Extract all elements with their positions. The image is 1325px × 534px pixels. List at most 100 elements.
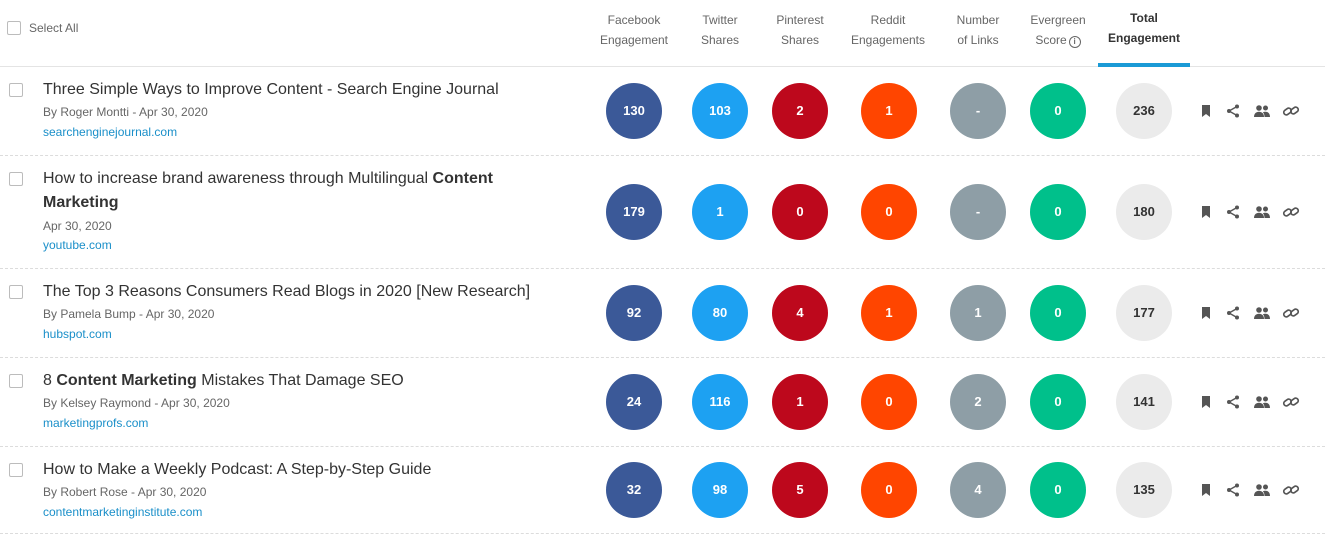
article-domain-link[interactable]: contentmarketinginstitute.com bbox=[43, 505, 203, 519]
evergreen-score-badge: 0 bbox=[1030, 284, 1086, 341]
row-checkbox[interactable] bbox=[9, 172, 23, 186]
evergreen-score-badge: 0 bbox=[1030, 461, 1086, 518]
row-checkbox[interactable] bbox=[9, 285, 23, 299]
number-of-links-badge[interactable]: 2 bbox=[950, 373, 1006, 430]
title-keyword: Content Marketing bbox=[43, 170, 493, 211]
article-meta: By Robert Rose - Apr 30, 2020 bbox=[43, 485, 207, 499]
article-domain-link[interactable]: hubspot.com bbox=[43, 327, 112, 341]
bookmark-icon[interactable] bbox=[1198, 305, 1214, 321]
article-title[interactable]: Three Simple Ways to Improve Content - S… bbox=[43, 78, 563, 102]
facebook-engagement-badge: 32 bbox=[606, 461, 662, 518]
link-icon[interactable] bbox=[1282, 394, 1300, 410]
article-title[interactable]: How to Make a Weekly Podcast: A Step-by-… bbox=[43, 458, 563, 482]
column-twitter-shares[interactable]: Twitter Shares bbox=[700, 13, 740, 47]
result-row: How to Make a Weekly Podcast: A Step-by-… bbox=[0, 446, 1325, 534]
users-icon[interactable] bbox=[1253, 103, 1270, 119]
pinterest-shares-badge: 5 bbox=[772, 461, 828, 518]
select-all-checkbox[interactable] bbox=[7, 21, 21, 35]
title-text: How to increase brand awareness through … bbox=[43, 170, 433, 187]
total-engagement-badge[interactable]: 236 bbox=[1116, 82, 1172, 139]
select-all-label[interactable]: Select All bbox=[29, 21, 79, 35]
users-icon[interactable] bbox=[1253, 204, 1270, 220]
title-text: How to Make a Weekly Podcast: A Step-by-… bbox=[43, 461, 432, 478]
pinterest-shares-badge: 2 bbox=[772, 82, 828, 139]
title-text-suffix: Mistakes That Damage SEO bbox=[196, 372, 404, 389]
article-meta: By Roger Montti - Apr 30, 2020 bbox=[43, 105, 208, 119]
users-icon[interactable] bbox=[1253, 482, 1270, 498]
total-engagement-badge[interactable]: 141 bbox=[1116, 373, 1172, 430]
total-engagement-badge[interactable]: 177 bbox=[1116, 284, 1172, 341]
number-of-links-badge[interactable]: - bbox=[950, 82, 1006, 139]
facebook-engagement-badge: 179 bbox=[606, 183, 662, 240]
article-meta: By Pamela Bump - Apr 30, 2020 bbox=[43, 307, 215, 321]
bookmark-icon[interactable] bbox=[1198, 204, 1214, 220]
share-icon[interactable] bbox=[1225, 204, 1241, 220]
pinterest-shares-badge: 0 bbox=[772, 183, 828, 240]
facebook-engagement-badge: 130 bbox=[606, 82, 662, 139]
article-title[interactable]: 8 Content Marketing Mistakes That Damage… bbox=[43, 369, 563, 393]
reddit-engagements-badge: 0 bbox=[861, 461, 917, 518]
info-icon[interactable]: i bbox=[1068, 36, 1081, 48]
total-engagement-badge[interactable]: 180 bbox=[1116, 183, 1172, 240]
row-checkbox[interactable] bbox=[9, 463, 23, 477]
users-icon[interactable] bbox=[1253, 305, 1270, 321]
twitter-shares-badge: 80 bbox=[692, 284, 748, 341]
bookmark-icon[interactable] bbox=[1198, 482, 1214, 498]
result-row: How to increase brand awareness through … bbox=[0, 155, 1325, 269]
reddit-engagements-badge: 0 bbox=[861, 183, 917, 240]
facebook-engagement-badge: 24 bbox=[606, 373, 662, 430]
link-icon[interactable] bbox=[1282, 204, 1300, 220]
column-facebook-engagement[interactable]: Facebook Engagement bbox=[599, 13, 669, 47]
reddit-engagements-badge: 0 bbox=[861, 373, 917, 430]
link-icon[interactable] bbox=[1282, 482, 1300, 498]
total-engagement-badge[interactable]: 135 bbox=[1116, 461, 1172, 518]
table-header: Select All Facebook Engagement Twitter S… bbox=[0, 0, 1325, 67]
article-domain-link[interactable]: youtube.com bbox=[43, 238, 112, 252]
row-checkbox[interactable] bbox=[9, 374, 23, 388]
share-icon[interactable] bbox=[1225, 103, 1241, 119]
article-domain-link[interactable]: marketingprofs.com bbox=[43, 416, 149, 430]
link-icon[interactable] bbox=[1282, 305, 1300, 321]
column-evergreen-score[interactable]: Evergreen Score i bbox=[1030, 13, 1086, 48]
twitter-shares-badge: 103 bbox=[692, 82, 748, 139]
title-text: Three Simple Ways to Improve Content - S… bbox=[43, 81, 499, 98]
twitter-shares-badge: 1 bbox=[692, 183, 748, 240]
column-pinterest-shares[interactable]: Pinterest Shares bbox=[776, 13, 824, 47]
result-row: The Top 3 Reasons Consumers Read Blogs i… bbox=[0, 268, 1325, 358]
article-meta: Apr 30, 2020 bbox=[43, 219, 112, 233]
number-of-links-badge[interactable]: - bbox=[950, 183, 1006, 240]
column-number-of-links[interactable]: Number of Links bbox=[956, 13, 1000, 47]
result-row: 8 Content Marketing Mistakes That Damage… bbox=[0, 357, 1325, 447]
row-checkbox[interactable] bbox=[9, 83, 23, 97]
article-domain-link[interactable]: searchenginejournal.com bbox=[43, 125, 178, 139]
evergreen-score-badge: 0 bbox=[1030, 373, 1086, 430]
bookmark-icon[interactable] bbox=[1198, 394, 1214, 410]
twitter-shares-badge: 116 bbox=[692, 373, 748, 430]
result-row: Three Simple Ways to Improve Content - S… bbox=[0, 66, 1325, 156]
title-text: The Top 3 Reasons Consumers Read Blogs i… bbox=[43, 283, 531, 300]
link-icon[interactable] bbox=[1282, 103, 1300, 119]
users-icon[interactable] bbox=[1253, 394, 1270, 410]
pinterest-shares-badge: 4 bbox=[772, 284, 828, 341]
pinterest-shares-badge: 1 bbox=[772, 373, 828, 430]
title-keyword: Content Marketing bbox=[56, 372, 197, 389]
article-title[interactable]: The Top 3 Reasons Consumers Read Blogs i… bbox=[43, 280, 563, 304]
share-icon[interactable] bbox=[1225, 482, 1241, 498]
reddit-engagements-badge: 1 bbox=[861, 82, 917, 139]
evergreen-score-badge: 0 bbox=[1030, 183, 1086, 240]
bookmark-icon[interactable] bbox=[1198, 103, 1214, 119]
active-sort-indicator bbox=[1098, 63, 1190, 67]
number-of-links-badge[interactable]: 1 bbox=[950, 284, 1006, 341]
twitter-shares-badge: 98 bbox=[692, 461, 748, 518]
column-reddit-engagements[interactable]: Reddit Engagements bbox=[850, 13, 926, 47]
article-meta: By Kelsey Raymond - Apr 30, 2020 bbox=[43, 396, 230, 410]
title-text: 8 bbox=[43, 372, 57, 389]
share-icon[interactable] bbox=[1225, 394, 1241, 410]
facebook-engagement-badge: 92 bbox=[606, 284, 662, 341]
reddit-engagements-badge: 1 bbox=[861, 284, 917, 341]
number-of-links-badge[interactable]: 4 bbox=[950, 461, 1006, 518]
column-total-engagement[interactable]: Total Engagement bbox=[1107, 11, 1180, 45]
article-title[interactable]: How to increase brand awareness through … bbox=[43, 167, 563, 215]
share-icon[interactable] bbox=[1225, 305, 1241, 321]
evergreen-score-badge: 0 bbox=[1030, 82, 1086, 139]
